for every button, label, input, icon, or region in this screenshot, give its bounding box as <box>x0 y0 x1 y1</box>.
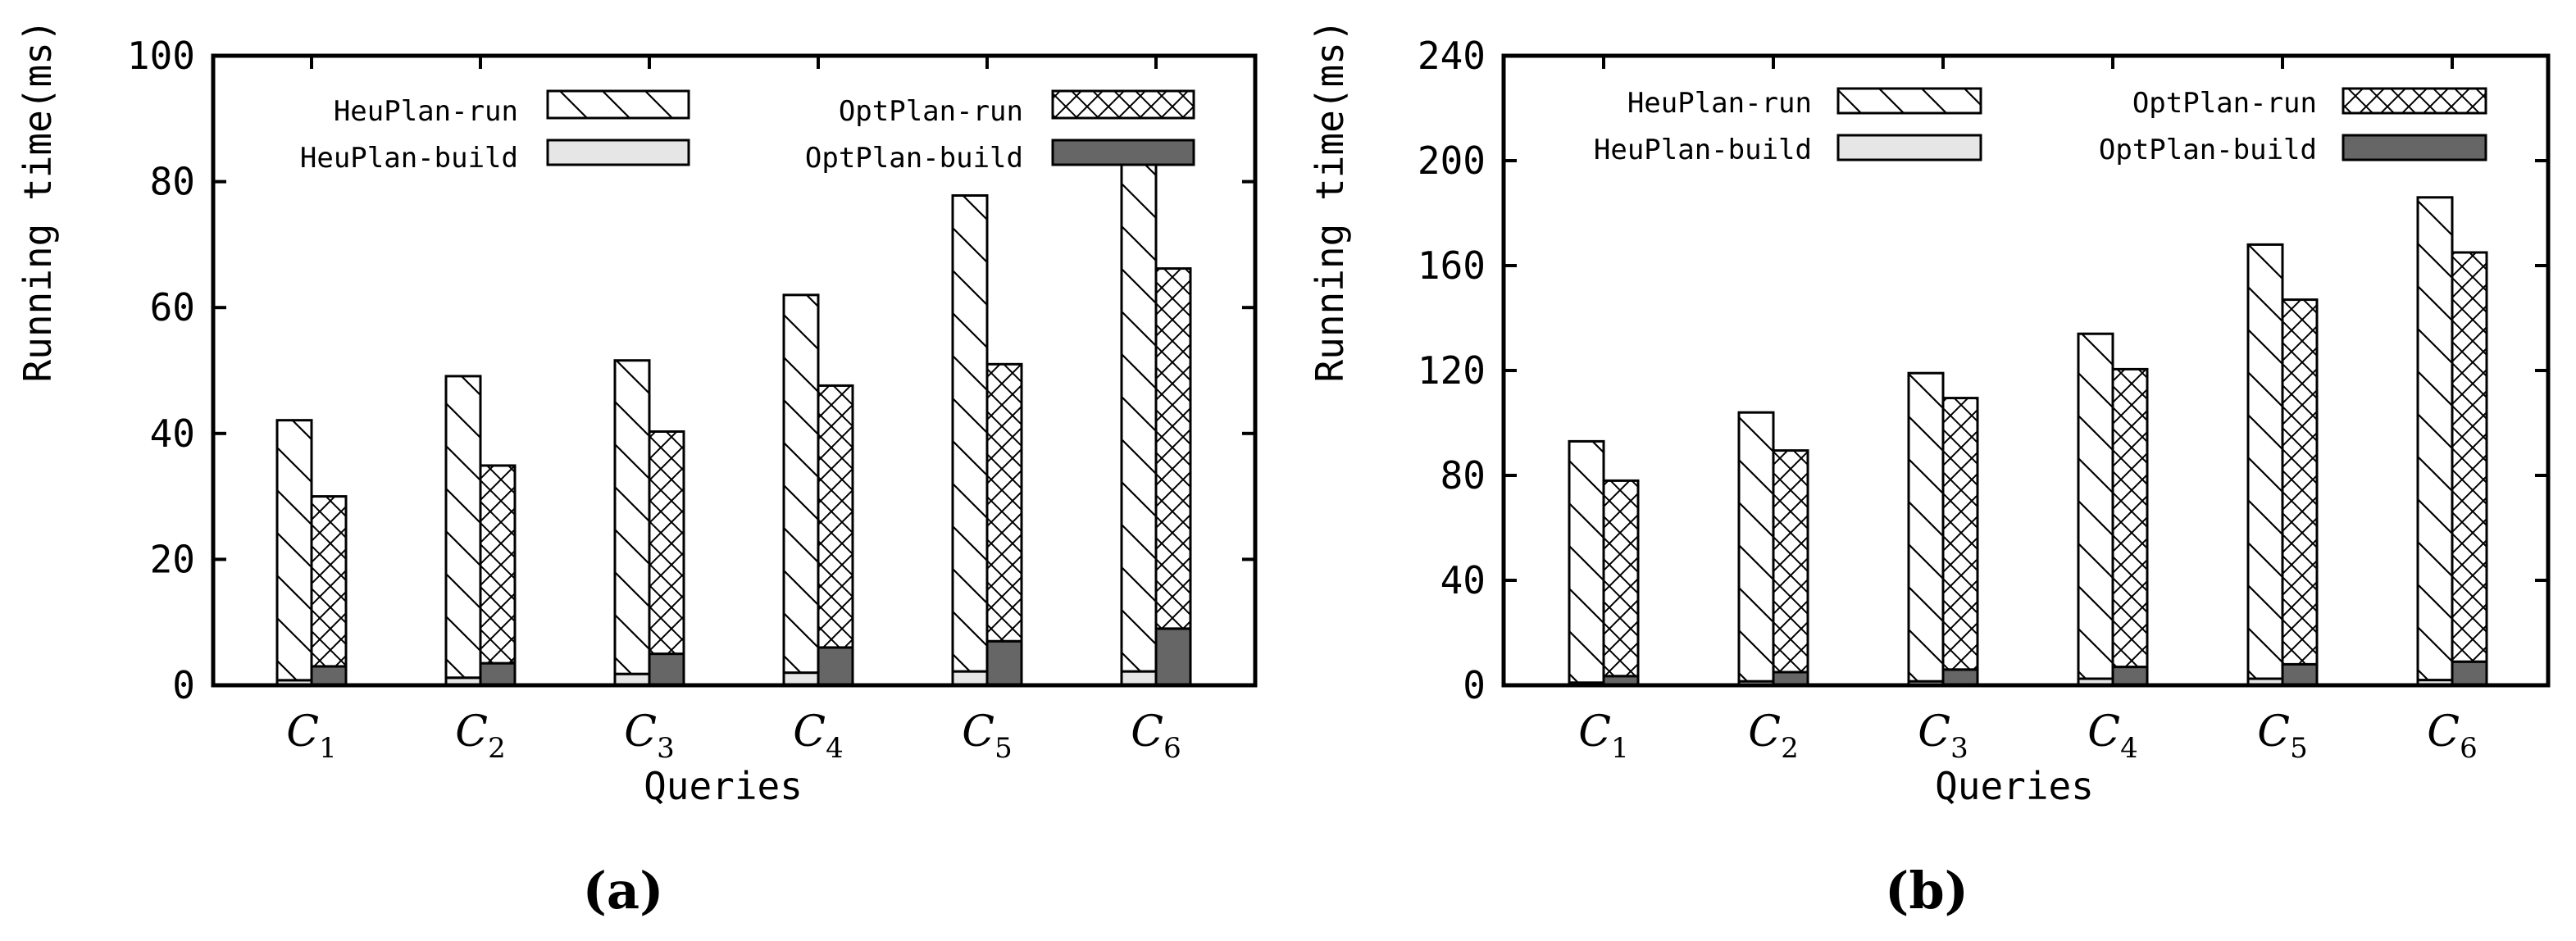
optplan-run-bar <box>1154 267 1192 630</box>
legend-swatch-heuplan-build <box>1836 134 1982 161</box>
legend-label-heuplan-run: HeuPlan-run <box>334 95 518 128</box>
optplan-run-bar <box>1602 479 1640 678</box>
heuplan-run-bar <box>951 193 989 673</box>
y-tick-label: 20 <box>150 537 195 581</box>
heuplan-run-bar <box>782 293 820 675</box>
optplan-run-bar <box>648 430 685 656</box>
heuplan-run-bar <box>2077 332 2114 680</box>
optplan-build-bar <box>1941 668 1979 687</box>
heuplan-build-bar <box>951 670 989 687</box>
optplan-run-bar <box>1941 397 1979 671</box>
y-tick-label: 240 <box>1418 34 1486 78</box>
legend: HeuPlan-run OptPlan-run HeuPlan-build Op… <box>300 89 1195 175</box>
legend-swatch-heuplan-run <box>1836 87 1982 115</box>
y-tick-label: 80 <box>1440 453 1486 498</box>
heuplan-run-bar <box>1120 161 1158 673</box>
optplan-build-bar <box>2111 666 2149 687</box>
x-tick-label: C1 <box>286 707 336 765</box>
optplan-run-bar <box>2111 367 2149 669</box>
x-tick-labels: C1 C2 C3 C4 C5 C6 <box>286 56 1181 765</box>
y-tick-label: 40 <box>150 411 195 456</box>
x-tick-label: C1 <box>1578 707 1628 765</box>
heuplan-run-bar <box>1907 371 1945 683</box>
heuplan-run-bar <box>2416 196 2454 682</box>
legend-label-optplan-build: OptPlan-build <box>805 142 1023 175</box>
x-tick-label: C2 <box>455 707 505 765</box>
heuplan-run-bar <box>613 359 651 675</box>
optplan-build-bar <box>2281 662 2319 687</box>
x-tick-label: C3 <box>1918 707 1968 765</box>
legend-label-heuplan-build: HeuPlan-build <box>1594 134 1812 166</box>
x-tick-label: C6 <box>2427 707 2477 765</box>
heuplan-run-bar <box>1568 439 1605 684</box>
y-tick-label: 200 <box>1418 139 1486 183</box>
legend-swatch-heuplan-build <box>546 139 690 166</box>
heuplan-run-bar <box>444 375 482 680</box>
heuplan-build-bar <box>1120 670 1158 687</box>
y-tick-label: 80 <box>150 160 195 204</box>
x-tick-label: C5 <box>2257 707 2307 765</box>
optplan-build-bar <box>985 639 1023 687</box>
plot-frame <box>1501 53 2551 688</box>
optplan-build-bar <box>479 661 517 687</box>
legend-swatch-optplan-build <box>1051 139 1195 166</box>
y-tick-label: 120 <box>1418 348 1486 393</box>
y-tick-label: 40 <box>1440 558 1486 602</box>
legend-swatch-optplan-run <box>2342 87 2487 115</box>
x-tick-label: C4 <box>2087 707 2137 765</box>
heuplan-run-bar <box>275 419 313 682</box>
panel-label-b: (b) <box>1885 861 1968 921</box>
x-axis-label: Queries <box>644 764 803 808</box>
plot-frame <box>211 53 1258 688</box>
optplan-run-bar <box>479 464 517 665</box>
legend-label-optplan-build: OptPlan-build <box>2099 134 2317 166</box>
optplan-run-bar <box>985 362 1023 643</box>
bar-group <box>275 161 1192 687</box>
y-tick-label: 0 <box>1463 663 1486 707</box>
optplan-build-bar <box>1154 627 1192 687</box>
optplan-run-bar <box>2281 298 2319 666</box>
heuplan-run-bar <box>1737 411 1775 683</box>
legend-label-optplan-run: OptPlan-run <box>2132 87 2317 120</box>
legend-swatch-optplan-run <box>1051 89 1195 120</box>
y-tick-labels: 0 40 80 120 160 200 240 <box>1418 34 2548 707</box>
legend-label-heuplan-build: HeuPlan-build <box>300 142 518 175</box>
optplan-build-bar <box>310 665 348 687</box>
x-tick-label: C3 <box>624 707 674 765</box>
optplan-run-bar <box>2451 251 2488 663</box>
y-tick-labels: 0 20 40 60 80 100 <box>127 34 1255 707</box>
optplan-run-bar <box>1772 449 1809 674</box>
bar-group <box>1568 196 2488 687</box>
x-tick-label: C5 <box>962 707 1012 765</box>
legend-swatch-optplan-build <box>2342 134 2487 161</box>
y-axis-label: Running time(ms) <box>16 19 60 382</box>
chart-panel-b: Running time(ms) Queries (b) 0 40 80 120 160… <box>1308 19 2551 921</box>
x-tick-label: C4 <box>793 707 843 765</box>
y-tick-label: 0 <box>172 663 195 707</box>
optplan-build-bar <box>2451 660 2488 687</box>
legend-label-heuplan-run: HeuPlan-run <box>1627 87 1812 120</box>
optplan-run-bar <box>310 495 348 668</box>
optplan-run-bar <box>817 384 854 649</box>
legend-label-optplan-run: OptPlan-run <box>839 95 1023 128</box>
x-tick-label: C6 <box>1131 707 1181 765</box>
heuplan-run-bar <box>2246 243 2284 680</box>
y-tick-label: 60 <box>150 285 195 330</box>
panel-label-a: (a) <box>583 861 664 921</box>
legend: HeuPlan-run OptPlan-run HeuPlan-build Op… <box>1594 87 2487 166</box>
x-tick-label: C2 <box>1748 707 1798 765</box>
legend-swatch-heuplan-run <box>546 89 690 120</box>
y-axis-label: Running time(ms) <box>1308 19 1352 382</box>
y-tick-label: 160 <box>1418 243 1486 288</box>
chart-panel-a: Running time(ms) Queries (a) 0 20 40 60 80 10… <box>16 19 1258 921</box>
x-axis-label: Queries <box>1935 764 2094 808</box>
optplan-build-bar <box>648 652 685 687</box>
y-tick-label: 100 <box>127 34 195 78</box>
optplan-build-bar <box>817 646 854 687</box>
